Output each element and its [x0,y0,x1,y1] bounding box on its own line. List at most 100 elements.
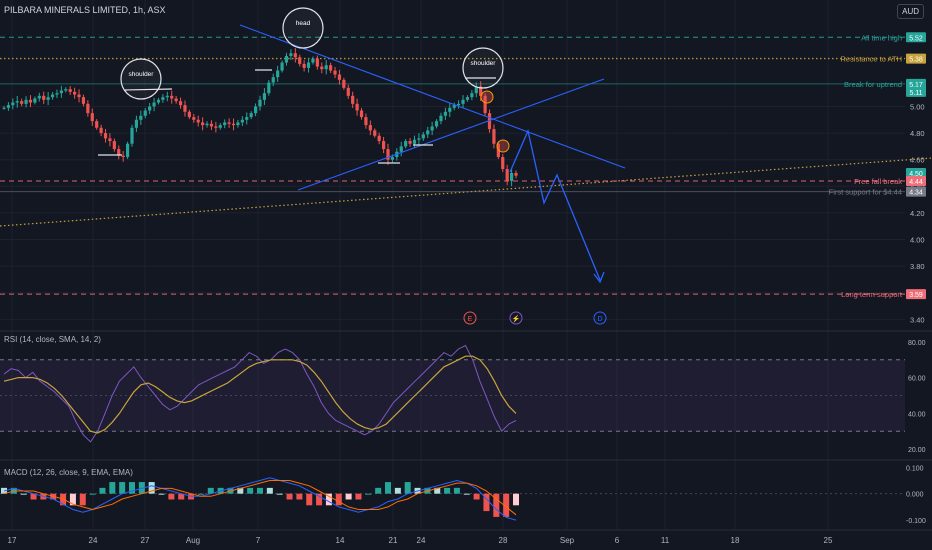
x-tick-label: 6 [615,536,620,545]
candle-body [55,93,59,95]
candle-body [324,65,328,70]
macd-histogram-bar [69,493,76,506]
candle-body [218,125,222,128]
candle-body [20,101,24,104]
candle-body [77,94,81,98]
candle-body [329,65,333,71]
candle-body [421,134,425,139]
candle-body [192,117,196,120]
macd-histogram-bar [168,493,175,500]
x-tick-label: 7 [256,536,261,545]
pattern-label: shoulder [471,60,497,67]
price-axis-value: 5.17 [909,82,923,89]
macd-histogram-bar [493,493,500,517]
macd-histogram-bar [404,482,411,494]
candle-body [381,141,386,150]
pattern-marker-line [124,88,173,91]
rsi-y-label: 60.00 [908,376,926,383]
candle-body [15,101,19,103]
candle-body [28,99,33,103]
price-axis-value: 4.34 [909,190,923,197]
y-tick-label: 3.40 [910,315,925,324]
price-axis-badge [906,53,926,64]
candle-body [483,95,487,114]
x-tick-label: 11 [661,536,670,545]
candle-body [125,143,130,158]
macd-histogram-bar [207,487,214,494]
candle-body [103,133,108,139]
macd-histogram-bar [375,487,382,494]
candle-body [50,94,55,98]
candle-body [271,77,275,83]
candle-body [121,155,125,158]
macd-histogram-bar [434,487,441,494]
candle-body [249,113,253,118]
rsi-series-line [3,355,517,434]
candle-body [196,119,200,123]
macd-series-line [3,477,517,521]
candle-body [134,119,139,128]
candle-body [139,115,143,120]
projection-arrowhead [593,271,605,284]
macd-y-label: -0.100 [906,518,926,525]
x-tick-label: 14 [336,536,345,545]
macd-histogram-bar [345,493,352,500]
event-marker [593,311,607,325]
candle-body [373,130,377,136]
macd-histogram-bar [30,493,37,500]
candle-body [86,103,90,114]
macd-histogram-bar [197,493,204,495]
candle-body [430,126,434,131]
candle-body [443,111,447,116]
macd-y-label: 0.000 [906,492,924,499]
candle-body [289,53,293,56]
macd-histogram-bar [503,493,510,517]
macd-histogram-bar [276,493,283,495]
x-tick-label: 17 [8,536,17,545]
macd-histogram-bar [444,487,451,494]
candle-body [148,106,152,111]
price-axis-badge [906,78,926,89]
candle-body [161,97,165,100]
candle-body [377,135,381,142]
macd-histogram-bar [266,487,273,494]
macd-histogram-bar [325,493,332,506]
candle-body [315,58,319,67]
event-marker-label: E [468,316,473,323]
macd-histogram-bar [119,482,126,494]
macd-histogram-bar [463,493,470,495]
candle-body [465,97,470,100]
candle-body [492,129,496,144]
price-axis-badge [906,86,926,97]
macd-histogram-bar [109,482,116,494]
price-level-label: All time high [861,33,902,42]
y-tick-label: 5.00 [910,102,925,111]
macd-title: MACD (12, 26, close, 9, EMA, EMA) [4,468,133,477]
macd-histogram-bar [394,487,401,494]
candle-body [33,98,37,103]
candle-body [412,139,417,144]
candle-body [346,87,350,96]
price-level-label: Resistance to ATH [840,55,902,64]
event-marker [463,311,477,325]
candle-body [143,110,147,116]
candle-body [302,63,306,68]
candle-body [368,125,372,131]
price-axis-badge [906,32,926,43]
price-axis-value: 5.11 [909,90,922,97]
candle-body [355,103,359,111]
candle-body [117,149,121,156]
macd-histogram-bar [365,493,372,495]
price-level-label: Free fall break [854,177,902,186]
currency-button[interactable]: AUD [897,4,924,19]
y-tick-label: 4.60 [910,156,925,165]
candle-body [293,53,297,58]
candle-body [95,121,99,128]
candle-body [152,102,156,107]
macd-series-line [3,480,517,516]
candle-body [253,106,258,114]
candle-body [165,95,169,98]
candle-body [2,107,6,109]
candle-body [223,122,227,126]
